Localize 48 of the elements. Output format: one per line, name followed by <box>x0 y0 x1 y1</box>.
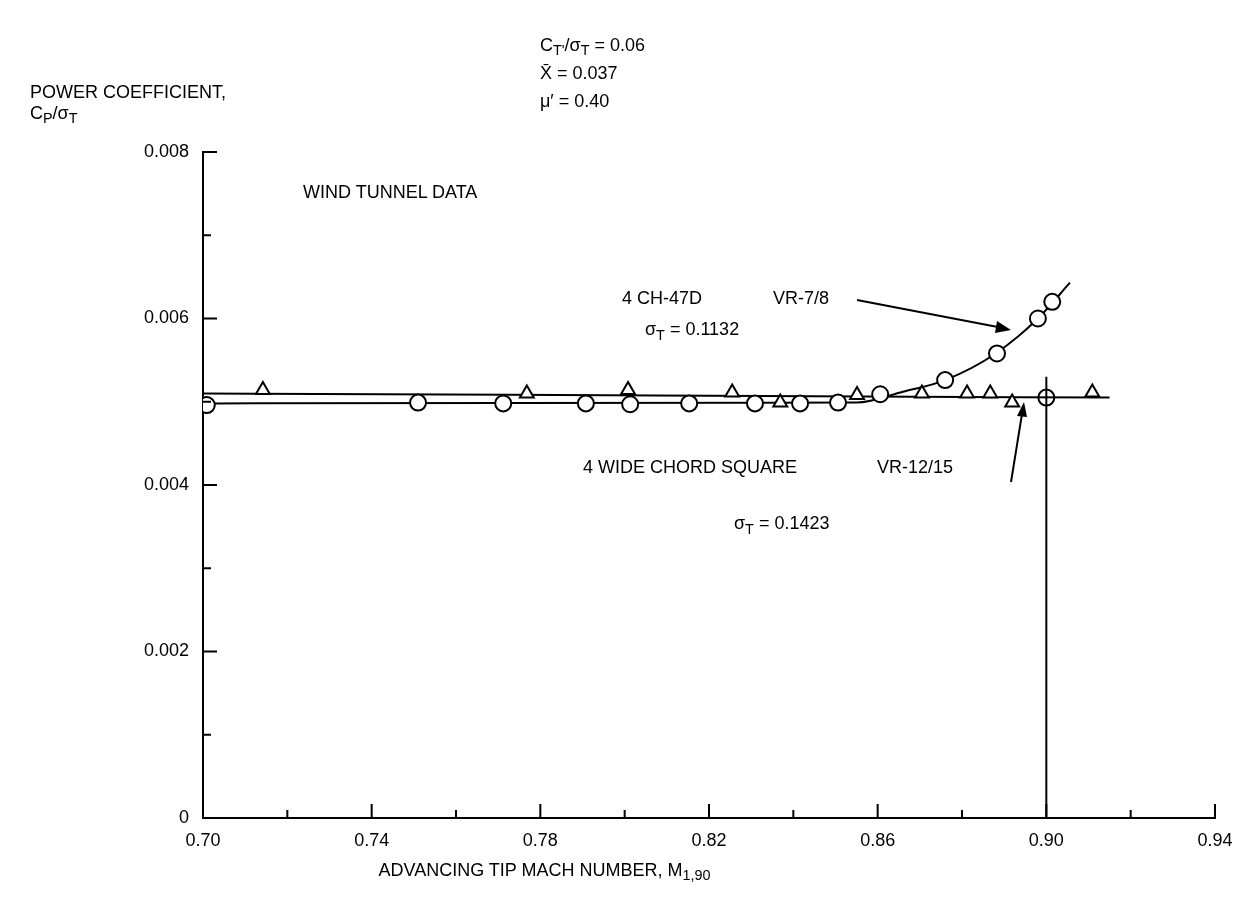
x-tick-label: 0.86 <box>860 829 896 850</box>
point <box>1004 393 1021 408</box>
point <box>1028 309 1047 328</box>
annotation: VR-12/15 <box>877 457 954 479</box>
point <box>772 393 789 408</box>
x-tick-label: 0.74 <box>354 829 390 850</box>
y-tick-label: 0.002 <box>143 640 189 661</box>
text: μ′ = 0.40 <box>540 89 611 113</box>
text: C$_{T'}$/σ$_{T}$ = 0.06 <box>540 34 646 60</box>
point <box>745 394 764 413</box>
point <box>936 371 955 390</box>
point <box>988 344 1006 363</box>
point <box>494 394 513 413</box>
point <box>914 384 930 399</box>
point <box>849 386 865 401</box>
point <box>1043 292 1062 311</box>
point <box>871 385 890 404</box>
point <box>829 393 848 412</box>
point <box>518 384 535 399</box>
annotation: 4 CH-47D <box>622 288 703 310</box>
point <box>621 395 640 414</box>
point <box>959 384 975 399</box>
annotation: VR-7/8 <box>773 288 830 310</box>
y-tick-label: 0.008 <box>143 140 189 161</box>
point <box>1084 383 1101 398</box>
y-tick-label: 0.004 <box>143 473 189 494</box>
x-tick-label: 0.78 <box>522 829 558 850</box>
x-tick-label: 0.70 <box>185 829 221 850</box>
annotation: σ$_{T}$ = 0.1132 <box>645 319 740 343</box>
point <box>254 381 271 396</box>
annotation: WIND TUNNEL DATA <box>303 182 478 204</box>
y-tick-label: 0.006 <box>143 307 189 328</box>
point <box>620 381 636 396</box>
point <box>576 394 595 413</box>
x-tick-label: 0.94 <box>1197 829 1233 850</box>
point <box>409 393 428 412</box>
x-tick-label: 0.90 <box>1028 829 1064 850</box>
point <box>982 384 999 399</box>
point <box>724 383 741 398</box>
y-axis-title: POWER COEFFICIENT, C$_{P}$/σ$_{T}$ <box>30 82 227 126</box>
y-tick-label: 0 <box>178 806 189 827</box>
x-tick-label: 0.82 <box>691 829 727 850</box>
point <box>680 394 699 413</box>
point <box>791 394 810 413</box>
text: X̄ = 0.037 <box>540 61 619 85</box>
annotation: σ$_{T}$ = 0.1423 <box>734 513 830 537</box>
x-axis-title: ADVANCING TIP MACH NUMBER, M$_{1,90}$ <box>377 860 712 884</box>
annotation: 4 WIDE CHORD SQUARE <box>583 457 798 479</box>
